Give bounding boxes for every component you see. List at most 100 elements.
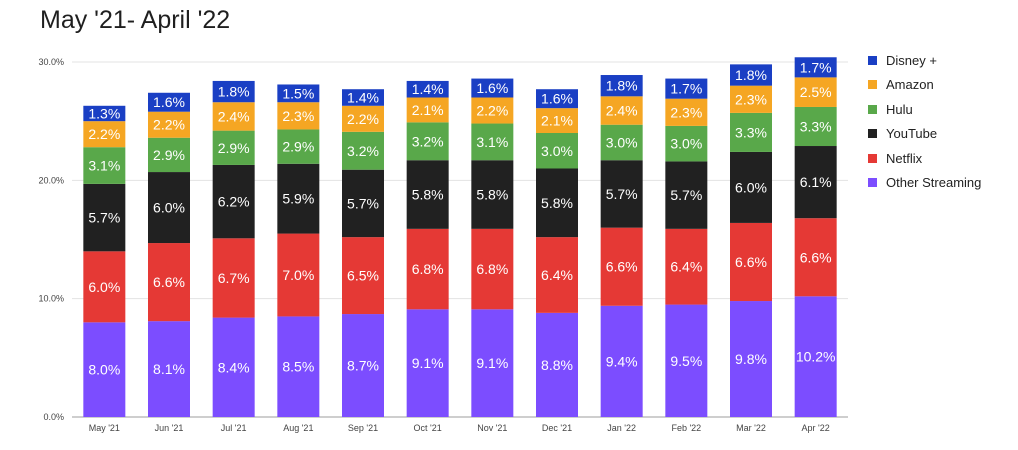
data-label: 2.4% <box>606 103 638 119</box>
bar-segment <box>471 123 514 161</box>
bar-segment <box>536 133 578 169</box>
bar-segment <box>471 228 514 310</box>
data-label: 6.1% <box>800 174 832 190</box>
data-label: 1.7% <box>670 81 702 97</box>
data-label: 5.8% <box>412 187 444 203</box>
data-label: 1.7% <box>800 59 832 75</box>
data-label: 2.9% <box>218 140 250 156</box>
data-label: 8.5% <box>282 359 314 375</box>
bar-segment <box>665 304 708 417</box>
bar-segment <box>730 64 772 86</box>
data-label: 3.3% <box>735 124 767 140</box>
bar-segment <box>406 160 449 229</box>
data-label: 1.8% <box>735 67 767 83</box>
bar-segment <box>83 121 126 148</box>
data-label: 3.0% <box>670 136 702 152</box>
data-label: 6.6% <box>153 274 185 290</box>
bar-segment <box>794 218 837 297</box>
data-label: 6.6% <box>800 249 832 265</box>
data-label: 9.8% <box>735 351 767 367</box>
bar-segment <box>148 172 190 244</box>
bar-segment <box>212 238 255 318</box>
data-label: 10.2% <box>796 349 836 365</box>
data-label: 3.3% <box>800 118 832 134</box>
legend-swatch-youtube <box>868 129 877 139</box>
data-label: 8.1% <box>153 361 185 377</box>
bar-segment <box>406 122 449 161</box>
data-label: 8.8% <box>541 357 573 373</box>
data-label: 9.4% <box>606 353 638 369</box>
data-label: 1.5% <box>282 85 314 101</box>
legend-label-disney: Disney + <box>886 52 937 68</box>
chart-title: May '21- April '22 <box>40 6 231 34</box>
bar-segment <box>277 163 320 234</box>
bar-segment <box>665 161 708 229</box>
data-label: 1.4% <box>412 81 444 97</box>
bar-segment <box>471 160 514 229</box>
bar-segment <box>600 96 643 125</box>
data-label: 2.2% <box>88 126 120 142</box>
bar-segment <box>148 92 190 112</box>
legend-label-other-streaming: Other Streaming <box>886 175 982 191</box>
bar-segment <box>342 105 384 132</box>
bar-segment <box>277 129 320 164</box>
data-label: 1.8% <box>606 78 638 94</box>
bar-segment <box>536 237 578 313</box>
x-tick-label: Jan '22 <box>607 423 636 433</box>
bar-segment <box>794 57 837 78</box>
bar-segment <box>536 168 578 238</box>
y-tick-label: 10.0% <box>38 294 64 304</box>
bar-segment <box>277 102 320 130</box>
bar-segment <box>536 108 578 133</box>
data-label: 6.2% <box>218 194 250 210</box>
data-label: 1.6% <box>476 80 508 96</box>
bar-segment <box>794 296 837 417</box>
legend-item-other-streaming: Other Streaming <box>868 171 981 196</box>
data-label: 1.6% <box>541 91 573 107</box>
bar-segment <box>83 322 126 417</box>
bar-segment <box>471 309 514 417</box>
y-tick-label: 30.0% <box>38 57 64 67</box>
data-label: 6.8% <box>412 261 444 277</box>
bar-segment <box>342 89 384 106</box>
data-label: 1.6% <box>153 94 185 110</box>
bar-segment <box>600 160 643 228</box>
x-tick-label: Apr '22 <box>802 423 830 433</box>
legend-item-hulu: Hulu <box>868 97 981 122</box>
x-tick-label: Dec '21 <box>542 423 572 433</box>
x-tick-label: Feb '22 <box>671 423 701 433</box>
data-label: 2.9% <box>153 147 185 163</box>
data-label: 2.3% <box>735 91 767 107</box>
bar-segment <box>730 222 772 302</box>
bar-segment <box>148 111 190 138</box>
data-label: 3.2% <box>347 143 379 159</box>
bar-segment <box>665 228 708 305</box>
data-label: 8.4% <box>218 359 250 375</box>
bar-segment <box>794 77 837 107</box>
bar-segment <box>212 130 255 165</box>
data-label: 3.0% <box>606 134 638 150</box>
data-label: 2.4% <box>218 108 250 124</box>
data-label: 5.7% <box>88 210 120 226</box>
data-label: 2.1% <box>541 113 573 129</box>
bar-segment <box>536 89 578 109</box>
bar-segment <box>148 243 190 322</box>
bar-segment <box>730 151 772 223</box>
data-label: 7.0% <box>282 267 314 283</box>
data-label: 8.7% <box>347 358 379 374</box>
legend-item-amazon: Amazon <box>868 73 981 98</box>
data-label: 2.9% <box>282 139 314 155</box>
bar-segment <box>342 237 384 315</box>
bar-segment <box>277 84 320 103</box>
y-tick-label: 0.0% <box>43 412 64 422</box>
bar-segment <box>406 309 449 417</box>
data-label: 6.7% <box>218 270 250 286</box>
bar-segment <box>342 169 384 238</box>
data-label: 5.8% <box>476 187 508 203</box>
legend-swatch-amazon <box>868 80 877 90</box>
data-label: 5.8% <box>541 195 573 211</box>
bar-segment <box>794 106 837 147</box>
data-label: 6.4% <box>541 267 573 283</box>
bar-segment <box>406 80 449 98</box>
